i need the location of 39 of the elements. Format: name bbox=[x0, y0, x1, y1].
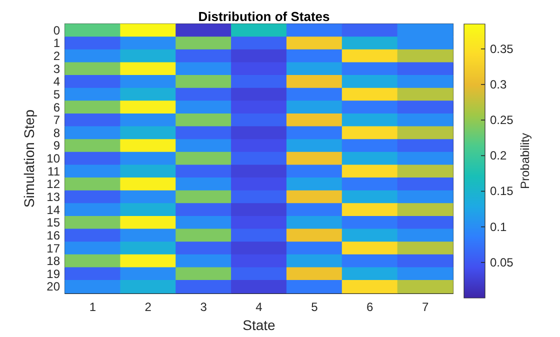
x-tick-label: 3 bbox=[200, 300, 208, 314]
y-tick-label: 3 bbox=[53, 62, 60, 76]
y-tick-label: 2 bbox=[53, 49, 60, 64]
y-tick-label: 16 bbox=[46, 228, 60, 242]
color-bar-label: 0.2 bbox=[490, 148, 508, 163]
y-tick-label: 6 bbox=[53, 100, 60, 114]
x-tick-label: 7 bbox=[422, 300, 429, 314]
y-tick-label: 15 bbox=[46, 216, 60, 230]
y-tick-label: 1 bbox=[53, 36, 60, 50]
y-tick-label: 10 bbox=[46, 152, 60, 166]
y-tick-label: 14 bbox=[46, 202, 60, 217]
y-tick-label: 12 bbox=[46, 177, 60, 192]
x-tick-label: 1 bbox=[89, 300, 96, 314]
y-tick-label: 0 bbox=[53, 23, 60, 38]
y-tick-label: 4 bbox=[53, 74, 60, 89]
y-tick-label: 20 bbox=[46, 280, 60, 294]
color-bar-label: 0.25 bbox=[490, 113, 514, 128]
color-bar-label: 0.15 bbox=[490, 184, 514, 198]
color-bar-label: 0.35 bbox=[490, 42, 514, 56]
y-tick-label: 7 bbox=[53, 113, 60, 128]
y-tick-label: 5 bbox=[53, 87, 60, 102]
y-tick-label: 8 bbox=[53, 126, 60, 140]
chart-title: Distribution of States bbox=[198, 9, 330, 24]
y-axis-title: Simulation Step bbox=[20, 109, 37, 208]
color-bar-label: 0.1 bbox=[490, 220, 508, 234]
x-tick-label: 4 bbox=[256, 300, 263, 314]
y-tick-label: 19 bbox=[46, 266, 60, 281]
x-tick-label: 2 bbox=[144, 300, 152, 314]
color-bar-label: 0.05 bbox=[490, 255, 514, 270]
y-tick-label: 18 bbox=[46, 254, 60, 268]
x-tick-label: 6 bbox=[366, 300, 374, 314]
color-bar-label: 0.3 bbox=[490, 77, 508, 92]
y-tick-label: 17 bbox=[46, 241, 60, 256]
color-bar-title: Probability bbox=[518, 132, 532, 190]
y-tick-label: 9 bbox=[53, 138, 60, 153]
x-axis-title: State bbox=[242, 317, 276, 333]
y-tick-label: 11 bbox=[48, 164, 60, 178]
y-tick-label: 13 bbox=[46, 190, 60, 204]
x-tick-label: 5 bbox=[311, 300, 318, 314]
